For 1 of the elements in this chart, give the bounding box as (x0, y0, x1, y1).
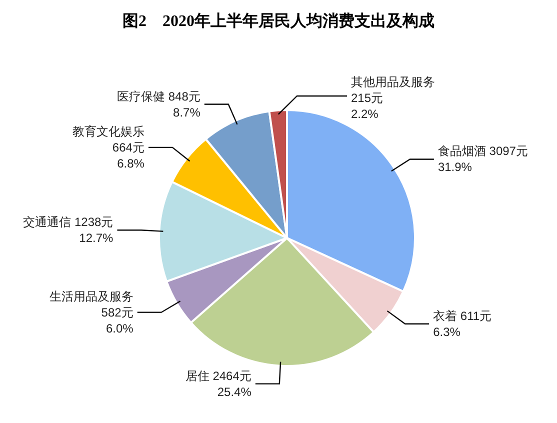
title: 图2 2020年上半年居民人均消费支出及构成 (122, 13, 434, 30)
